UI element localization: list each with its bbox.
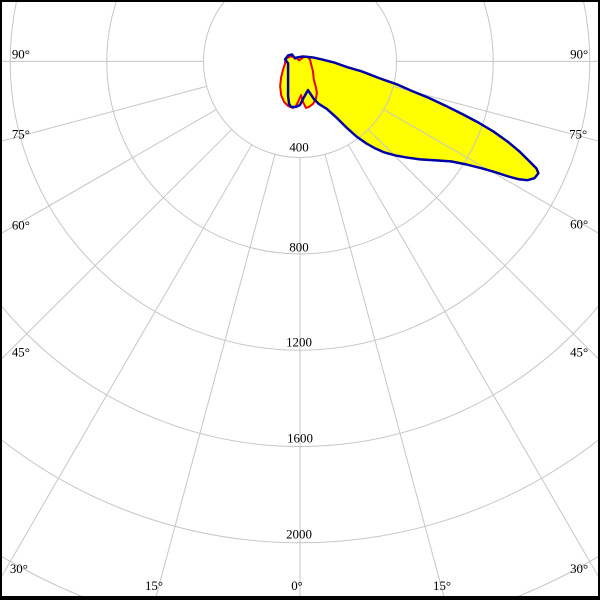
angle-spoke-45 <box>367 128 598 360</box>
angle-tick-label: 15° <box>433 579 451 593</box>
angle-tick-label: 30° <box>10 562 28 576</box>
angle-tick-label: 60° <box>12 219 30 233</box>
radial-tick-label: 2000 <box>286 528 312 542</box>
radial-tick-label: 400 <box>289 141 308 155</box>
angle-tick-label: 45° <box>12 345 30 359</box>
angle-tick-label: 30° <box>570 562 588 576</box>
angle-tick-label: 75° <box>12 128 30 142</box>
radial-tick-label: 1200 <box>286 336 312 350</box>
angle-tick-label: 75° <box>569 128 587 142</box>
blue_curve <box>283 53 540 182</box>
blue_curve-fill <box>285 54 539 181</box>
angle-spoke-75 <box>2 85 208 142</box>
radial-tick-label: 800 <box>289 240 308 254</box>
angle-spoke-15 <box>324 154 445 596</box>
angle-tick-label: 60° <box>570 218 588 232</box>
angle-tick-label: 0° <box>291 579 303 593</box>
angle-tick-label: 15° <box>145 579 163 593</box>
angle-spoke-30 <box>2 144 253 577</box>
angle-spoke-60 <box>2 108 217 234</box>
radial-tick-label: 1600 <box>287 432 313 446</box>
angle-spoke-45 <box>2 128 233 360</box>
angle-spoke-30 <box>347 144 598 577</box>
angle-spoke-15 <box>155 154 276 596</box>
angle-spoke-75 <box>392 85 598 142</box>
angle-tick-label: 90° <box>12 47 30 61</box>
angle-tick-label: 45° <box>570 345 588 359</box>
angle-tick-label: 90° <box>570 47 588 61</box>
angle-spoke-60 <box>383 108 598 234</box>
